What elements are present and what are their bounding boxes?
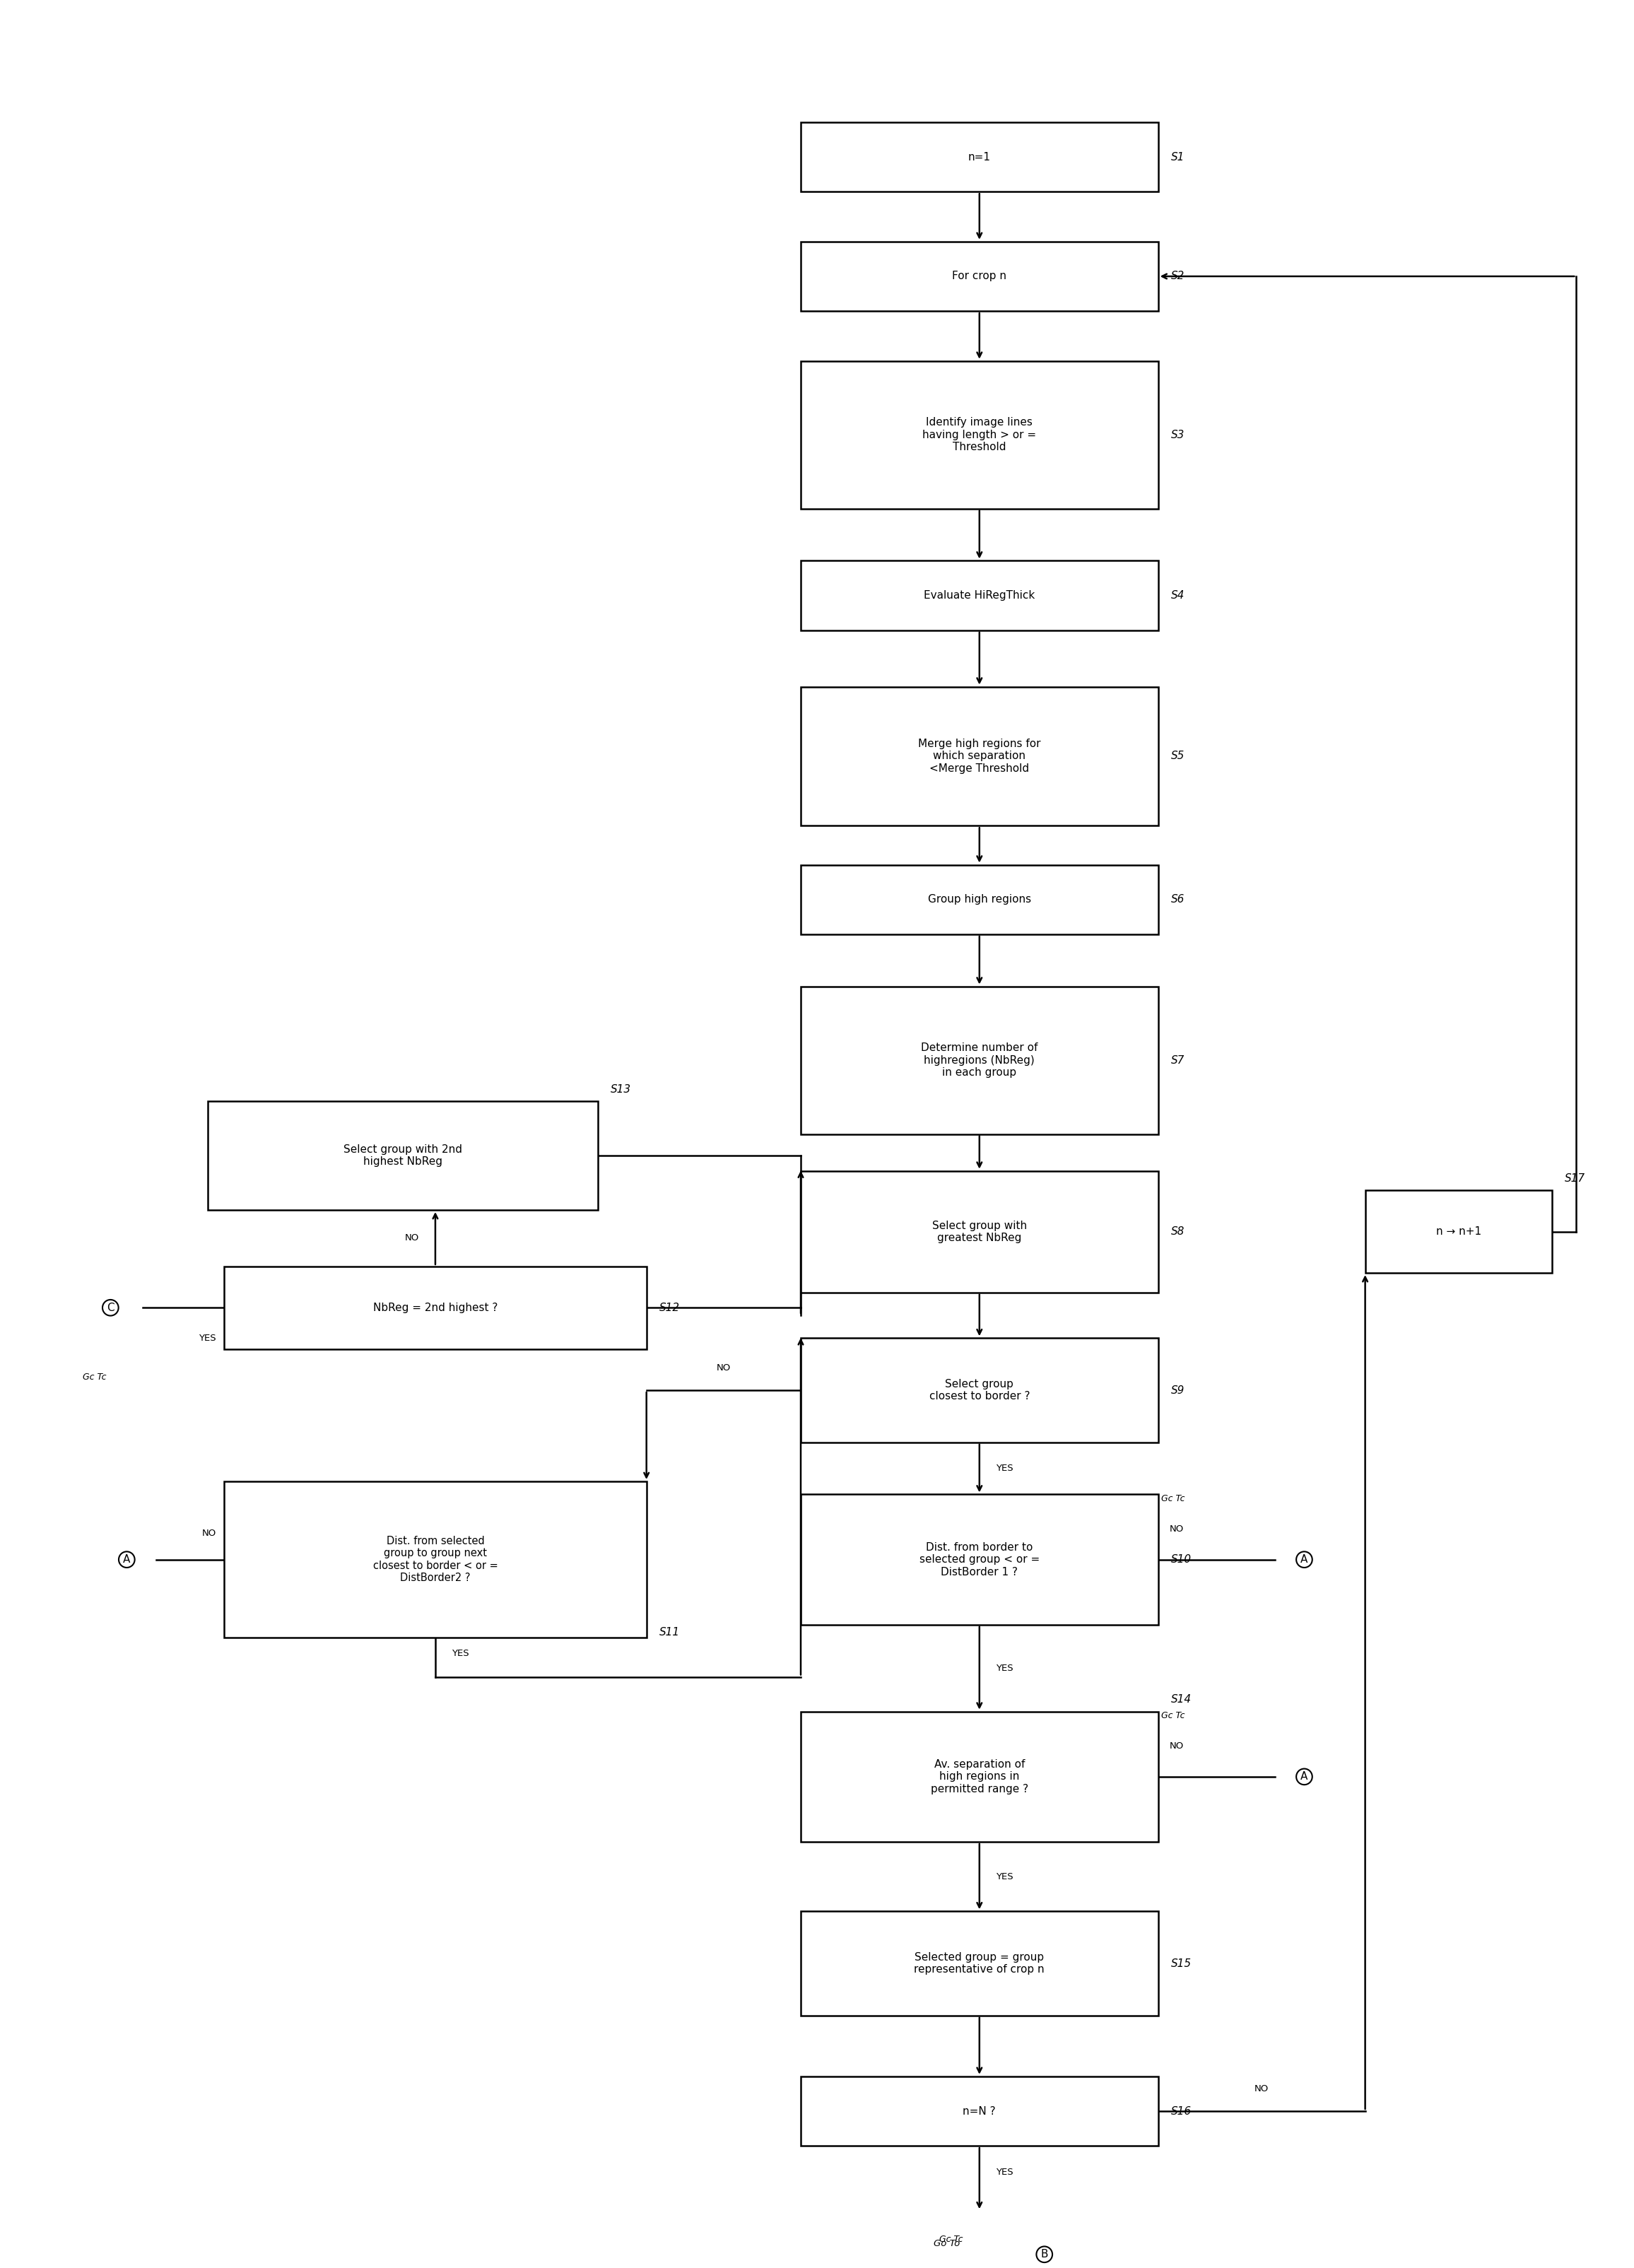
- Text: Select group with 2nd
highest NbReg: Select group with 2nd highest NbReg: [343, 1145, 462, 1168]
- Text: YES: YES: [199, 1334, 216, 1343]
- Text: Gc Tc: Gc Tc: [82, 1372, 106, 1381]
- Text: Evaluate HiRegThick: Evaluate HiRegThick: [923, 590, 1034, 601]
- Text: A: A: [123, 1554, 131, 1565]
- FancyBboxPatch shape: [801, 560, 1159, 631]
- Text: NO: NO: [716, 1363, 730, 1372]
- FancyBboxPatch shape: [224, 1481, 647, 1637]
- FancyBboxPatch shape: [801, 987, 1159, 1134]
- Text: S9: S9: [1172, 1386, 1185, 1395]
- FancyBboxPatch shape: [801, 122, 1159, 191]
- Text: S5: S5: [1172, 751, 1185, 762]
- Text: Select group with
greatest NbReg: Select group with greatest NbReg: [931, 1220, 1026, 1243]
- Text: S11: S11: [660, 1626, 680, 1637]
- Text: YES: YES: [995, 2168, 1013, 2177]
- Text: C: C: [106, 1302, 114, 1313]
- Text: YES: YES: [995, 1463, 1013, 1472]
- Text: S7: S7: [1172, 1055, 1185, 1066]
- Text: n=1: n=1: [967, 152, 990, 163]
- Text: Gc Tc: Gc Tc: [1162, 1710, 1185, 1719]
- Text: S6: S6: [1172, 894, 1185, 905]
- Text: n → n+1: n → n+1: [1436, 1227, 1480, 1236]
- Text: NO: NO: [405, 1234, 418, 1243]
- Text: Selected group = group
representative of crop n: Selected group = group representative of…: [913, 1953, 1044, 1975]
- Text: B: B: [1041, 2250, 1047, 2259]
- Text: Group high regions: Group high regions: [928, 894, 1031, 905]
- Text: Identify image lines
having length > or =
Threshold: Identify image lines having length > or …: [923, 417, 1036, 451]
- Text: YES: YES: [995, 1662, 1013, 1674]
- Text: Gc Tc: Gc Tc: [1162, 1495, 1185, 1504]
- Text: S10: S10: [1172, 1554, 1191, 1565]
- FancyBboxPatch shape: [801, 243, 1159, 311]
- FancyBboxPatch shape: [801, 864, 1159, 934]
- Text: A: A: [1301, 1554, 1307, 1565]
- FancyBboxPatch shape: [801, 1712, 1159, 1842]
- FancyBboxPatch shape: [1364, 1191, 1552, 1272]
- Text: Gc Tc: Gc Tc: [940, 2234, 962, 2243]
- Text: NO: NO: [1170, 1524, 1183, 1533]
- FancyBboxPatch shape: [801, 1912, 1159, 2016]
- Text: S17: S17: [1565, 1173, 1585, 1184]
- Text: S1: S1: [1172, 152, 1185, 163]
- Text: NbReg = 2nd highest ?: NbReg = 2nd highest ?: [373, 1302, 498, 1313]
- Text: n=N ?: n=N ?: [962, 2105, 995, 2116]
- Text: NO: NO: [1255, 2084, 1268, 2093]
- FancyBboxPatch shape: [224, 1266, 647, 1349]
- Text: A: A: [1301, 1771, 1307, 1783]
- Text: YES: YES: [995, 1871, 1013, 1880]
- Text: Dist. from border to
selected group < or =
DistBorder 1 ?: Dist. from border to selected group < or…: [920, 1542, 1039, 1576]
- Text: S14: S14: [1172, 1694, 1191, 1706]
- FancyBboxPatch shape: [801, 2077, 1159, 2146]
- FancyBboxPatch shape: [801, 687, 1159, 826]
- Text: S12: S12: [660, 1302, 680, 1313]
- Text: S16: S16: [1172, 2105, 1191, 2116]
- FancyBboxPatch shape: [801, 1170, 1159, 1293]
- Text: NO: NO: [201, 1529, 216, 1538]
- Text: NO: NO: [1170, 1742, 1183, 1751]
- Text: Determine number of
highregions (NbReg)
in each group: Determine number of highregions (NbReg) …: [922, 1043, 1038, 1077]
- Text: S8: S8: [1172, 1227, 1185, 1236]
- Text: S13: S13: [611, 1084, 631, 1095]
- FancyBboxPatch shape: [801, 1338, 1159, 1442]
- Text: Select group
closest to border ?: Select group closest to border ?: [930, 1379, 1029, 1402]
- Text: YES: YES: [451, 1649, 469, 1658]
- Text: Merge high regions for
which separation
<Merge Threshold: Merge high regions for which separation …: [918, 739, 1041, 773]
- Text: For crop n: For crop n: [953, 270, 1007, 281]
- Text: Av. separation of
high regions in
permitted range ?: Av. separation of high regions in permit…: [931, 1760, 1028, 1794]
- Text: S2: S2: [1172, 270, 1185, 281]
- Text: Go To: Go To: [933, 2239, 961, 2248]
- FancyBboxPatch shape: [801, 1495, 1159, 1624]
- Text: S4: S4: [1172, 590, 1185, 601]
- Text: S15: S15: [1172, 1957, 1191, 1969]
- Text: S3: S3: [1172, 429, 1185, 440]
- Text: Dist. from selected
group to group next
closest to border < or =
DistBorder2 ?: Dist. from selected group to group next …: [373, 1535, 498, 1583]
- FancyBboxPatch shape: [801, 361, 1159, 508]
- FancyBboxPatch shape: [208, 1102, 598, 1211]
